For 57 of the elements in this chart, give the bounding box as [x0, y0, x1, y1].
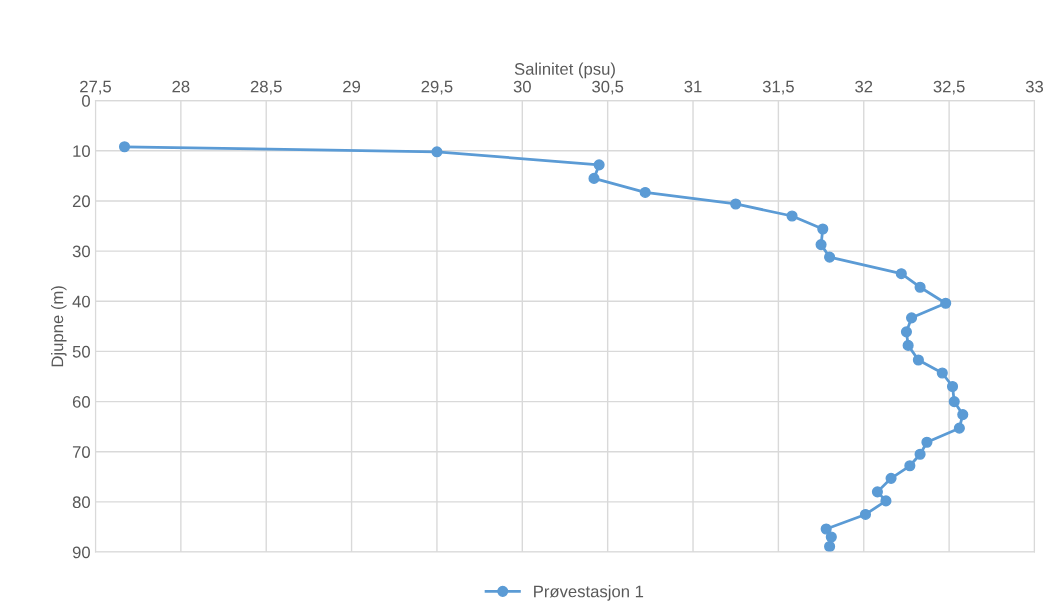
y-tick-label: 10 [73, 145, 90, 158]
point [912, 354, 924, 366]
y-tick-label: 20 [72, 195, 90, 208]
x-axis-title: Salinitet (psu) [514, 62, 615, 79]
x-tick-label: 30,5 [592, 80, 624, 95]
point [948, 396, 960, 408]
x-tick-label: 29,5 [421, 80, 453, 95]
point [815, 239, 827, 251]
point [953, 422, 965, 434]
y-tick-label: 0 [82, 95, 90, 107]
y-tick-label: 50 [72, 345, 90, 358]
x-tick-label: 27,5 [80, 80, 112, 95]
point [957, 409, 969, 421]
point [900, 326, 912, 338]
point [936, 367, 948, 379]
y-axis-title: Djupne (m) [51, 286, 67, 367]
x-tick-label: 29 [343, 80, 361, 93]
point [817, 223, 829, 235]
x-tick-label: 28 [172, 80, 190, 93]
x-tick-label: 30 [513, 80, 531, 93]
legend-label: Prøvestasjon 1 [534, 585, 644, 601]
point [921, 436, 933, 448]
x-tick-label: 33 [1025, 80, 1044, 93]
point [871, 486, 883, 498]
point [588, 172, 600, 184]
point [885, 472, 897, 484]
y-tick-label: 90 [72, 546, 90, 559]
point [940, 297, 952, 309]
y-tick-label: 80 [72, 496, 90, 509]
point [902, 339, 914, 351]
point [824, 251, 836, 263]
x-tick-label: 32 [855, 80, 873, 93]
y-tick-label: 30 [72, 245, 90, 258]
point [786, 210, 798, 222]
point [904, 460, 916, 472]
y-tick-label: 70 [72, 446, 90, 458]
point [820, 523, 832, 535]
x-tick-label: 31,5 [762, 80, 794, 95]
point [431, 146, 443, 158]
x-tick-label: 28,5 [250, 80, 282, 95]
point [914, 281, 926, 293]
point [859, 508, 872, 520]
point [118, 141, 131, 153]
point [639, 186, 651, 198]
point [880, 495, 892, 507]
point [946, 380, 959, 393]
point [825, 531, 837, 543]
y-tick-label: 40 [72, 295, 90, 308]
point [895, 268, 907, 280]
point [905, 312, 918, 324]
point [824, 540, 836, 553]
x-tick-label: 32,5 [933, 80, 965, 95]
point [914, 448, 926, 460]
y-tick-label: 60 [72, 395, 90, 408]
point [730, 198, 742, 210]
point [593, 159, 605, 171]
x-tick-label: 31 [684, 80, 702, 93]
